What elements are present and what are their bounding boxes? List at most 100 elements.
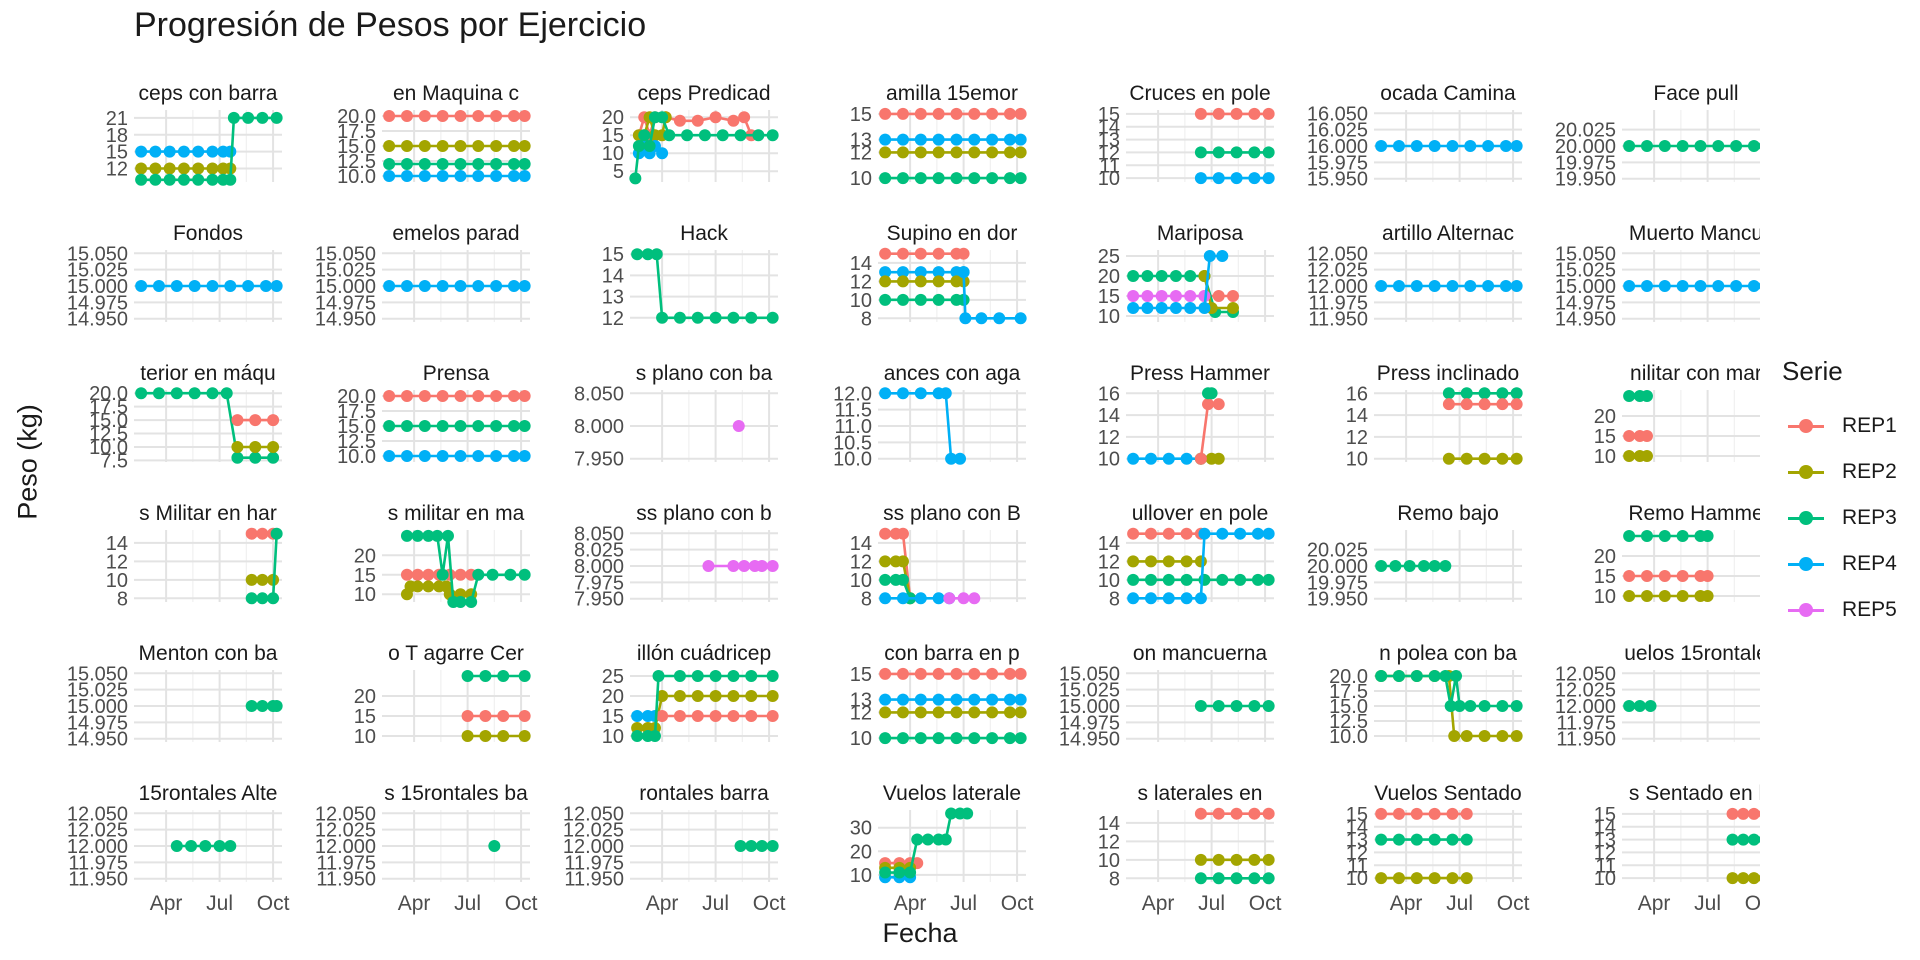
y-tick-label: 15: [850, 664, 872, 686]
data-point: [400, 568, 413, 581]
y-tick-label: 12.050: [563, 803, 624, 825]
data-point: [727, 560, 740, 572]
data-point: [1003, 133, 1016, 146]
y-tick-label: 15.050: [67, 243, 128, 265]
panel-label: 15rontales Alte: [139, 782, 278, 805]
y-tick-label: 14.950: [1059, 729, 1120, 751]
data-point: [1701, 530, 1714, 542]
data-point: [454, 596, 467, 608]
data-point: [400, 529, 413, 542]
facet-panel: 10.012.515.017.520.0 Prensa: [337, 362, 531, 468]
data-point: [170, 840, 183, 852]
data-point: [270, 280, 283, 292]
data-point: [1141, 302, 1154, 314]
y-tick-label: 14.975: [315, 292, 376, 314]
data-point: [472, 280, 485, 292]
y-tick-label: 12.000: [315, 836, 376, 858]
data-point: [422, 568, 435, 581]
data-point: [135, 280, 148, 292]
data-point: [939, 387, 952, 400]
data-point: [896, 266, 909, 279]
data-point: [206, 280, 219, 292]
y-tick-label: 15.000: [1555, 276, 1616, 298]
data-point: [177, 145, 190, 158]
data-point: [1230, 700, 1243, 712]
data-point: [961, 807, 974, 820]
data-point: [1212, 146, 1225, 159]
data-point: [1442, 452, 1455, 465]
data-point: [745, 690, 758, 702]
x-tick-label: Jul: [1446, 892, 1473, 915]
facet-panel: 10.012.515.017.520.0 n polea con ba: [1329, 642, 1523, 748]
y-tick-label: 15.000: [67, 276, 128, 298]
y-tick-label: 10.0: [89, 437, 128, 459]
data-point: [957, 247, 970, 260]
data-point: [1482, 280, 1495, 292]
data-point: [986, 732, 999, 745]
y-tick-label: 25: [602, 666, 624, 688]
legend-key-dot: [1799, 557, 1813, 571]
y-tick-label: 10.0: [337, 166, 376, 188]
data-point: [652, 670, 665, 682]
data-point: [411, 580, 424, 593]
data-point: [1262, 700, 1275, 712]
data-point: [1375, 833, 1388, 846]
data-point: [1747, 807, 1760, 820]
y-tick-label: 12.5: [89, 424, 128, 446]
panel-label: ceps con barra: [139, 82, 278, 105]
data-point: [879, 133, 892, 146]
data-point: [709, 311, 722, 324]
data-point: [454, 420, 467, 432]
data-point: [504, 568, 517, 581]
data-point: [270, 527, 283, 540]
y-tick-label: 12.000: [67, 836, 128, 858]
y-tick-label: 16: [1346, 383, 1368, 405]
y-tick-label: 20.000: [1555, 136, 1616, 158]
data-point: [1144, 555, 1157, 568]
panel-label: s plano con ba: [636, 362, 773, 385]
x-axis-label: Fecha: [882, 918, 958, 948]
y-tick-label: 12.0: [833, 383, 872, 405]
data-point: [1375, 807, 1388, 820]
data-point: [1448, 730, 1461, 742]
data-point: [1623, 590, 1636, 602]
data-point: [518, 568, 531, 581]
chart-title: Progresión de Pesos por Ejercicio: [134, 6, 647, 44]
data-point: [896, 573, 909, 586]
data-point: [1162, 555, 1175, 568]
data-point: [1726, 833, 1739, 846]
legend-key: [1782, 416, 1830, 436]
data-point: [968, 172, 981, 185]
data-point: [914, 693, 927, 706]
y-tick-label: 7.950: [574, 449, 624, 471]
data-point: [914, 266, 927, 279]
data-point: [629, 172, 642, 185]
panel-label: Press Hammer: [1130, 362, 1270, 385]
y-tick-label: 10: [850, 865, 872, 887]
data-point: [1003, 693, 1016, 706]
data-point: [1623, 140, 1636, 152]
data-point: [681, 129, 694, 142]
data-point: [206, 173, 219, 186]
data-point: [1216, 573, 1229, 586]
data-point: [932, 133, 945, 146]
panel-label: ss plano con b: [636, 502, 771, 525]
y-tick-label: 12: [850, 551, 872, 573]
y-tick-label: 12: [1346, 842, 1368, 864]
legend-label: REP1: [1842, 414, 1897, 437]
x-tick-label: Oct: [1001, 892, 1034, 915]
y-tick-label: 20: [602, 107, 624, 129]
data-point: [1212, 290, 1225, 302]
data-point: [1014, 133, 1027, 146]
data-point: [249, 414, 262, 427]
data-point: [188, 387, 201, 400]
series-line: [962, 272, 1021, 320]
data-point: [383, 420, 396, 432]
data-point: [896, 555, 909, 568]
data-point: [1003, 706, 1016, 719]
data-point: [879, 266, 892, 279]
data-point: [1658, 570, 1671, 582]
data-point: [461, 670, 474, 682]
x-tick-label: Jul: [454, 892, 481, 915]
